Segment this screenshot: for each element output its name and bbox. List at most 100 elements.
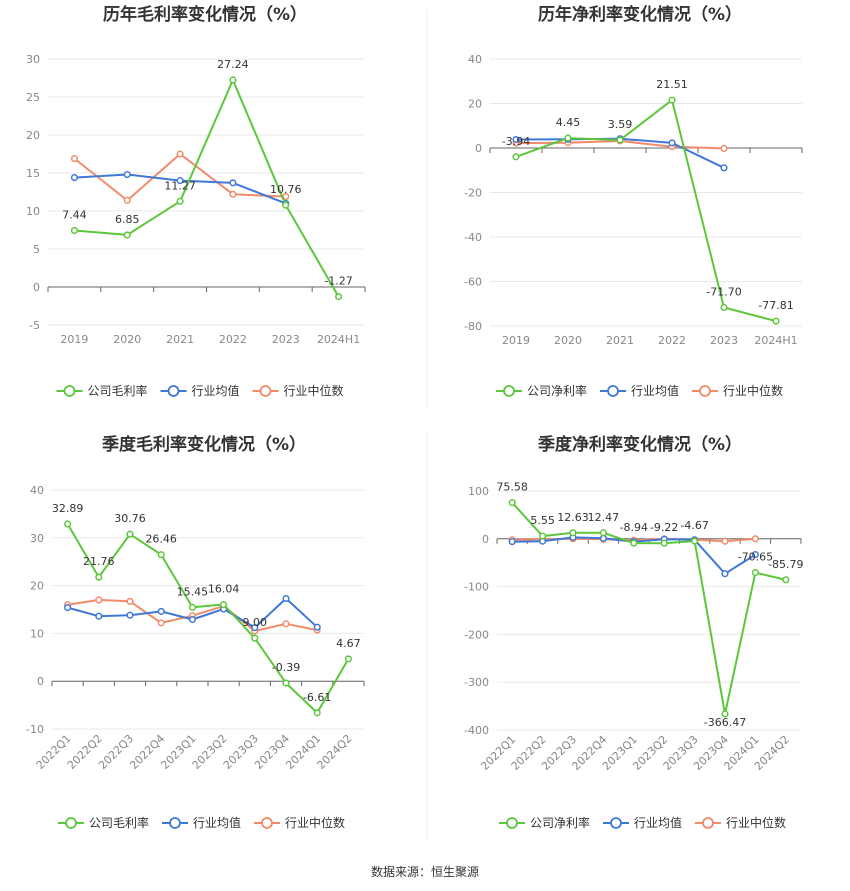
legend-swatch-marker-company bbox=[63, 385, 76, 397]
y-tick-label: 5 bbox=[33, 243, 40, 256]
data-point-avg bbox=[720, 164, 728, 172]
legend-label-company: 公司毛利率 bbox=[89, 815, 149, 830]
data-point-median bbox=[751, 535, 759, 543]
data-point-median bbox=[229, 190, 237, 198]
chart-panel-1: 历年毛利率变化情况（%） -5 0 5 10 15 20 25 30 2019 2020 2021 20… bbox=[26, 4, 366, 398]
chart-title: 历年毛利率变化情况（%） bbox=[103, 4, 307, 25]
data-point-company bbox=[95, 573, 103, 581]
y-tick-label: 40 bbox=[30, 484, 44, 497]
data-point-median bbox=[282, 620, 290, 628]
data-label: -3.94 bbox=[502, 135, 530, 148]
chart-title: 季度毛利率变化情况（%） bbox=[102, 434, 306, 455]
data-label: -9.22 bbox=[650, 521, 678, 534]
data-label: 9.00 bbox=[243, 616, 268, 629]
series-line-company bbox=[515, 99, 777, 323]
data-point-company bbox=[539, 532, 547, 540]
chart-panel-2: 历年净利率变化情况（%） -80 -60 -40 -20 0 20 40 2019 2020 202… bbox=[464, 4, 803, 398]
y-tick-label: 25 bbox=[26, 91, 40, 104]
data-point-company bbox=[720, 303, 728, 312]
legend-label-company: 公司净利率 bbox=[527, 383, 587, 398]
y-tick-label: -20 bbox=[464, 187, 482, 200]
legend-swatch-marker-avg bbox=[610, 817, 622, 829]
x-tick-label: 2022 bbox=[219, 333, 247, 346]
y-tick-label: 10 bbox=[30, 627, 44, 640]
series-line-company bbox=[511, 502, 787, 715]
data-point-avg bbox=[313, 623, 321, 631]
legend-label-median: 行业中位数 bbox=[285, 815, 345, 830]
legend-label-company: 公司毛利率 bbox=[88, 383, 148, 398]
x-tick-label: 2021 bbox=[166, 333, 194, 346]
data-point-median bbox=[70, 155, 78, 163]
data-point-company bbox=[282, 679, 290, 687]
data-label: 7.44 bbox=[62, 208, 87, 221]
data-point-company bbox=[123, 231, 131, 239]
y-tick-label: -400 bbox=[464, 724, 489, 737]
y-tick-label: 10 bbox=[26, 205, 40, 218]
data-label: -4.67 bbox=[680, 519, 708, 532]
data-label: 4.67 bbox=[336, 637, 361, 650]
data-label: -6.61 bbox=[303, 691, 331, 704]
x-tick-label: 2024H1 bbox=[754, 334, 797, 347]
chart-title: 历年净利率变化情况（%） bbox=[538, 4, 742, 25]
data-label: 10.76 bbox=[270, 183, 302, 196]
data-point-avg bbox=[282, 594, 290, 603]
data-point-company bbox=[126, 530, 134, 538]
data-point-median bbox=[157, 619, 165, 627]
x-tick-label: 2024H1 bbox=[317, 333, 360, 346]
series-line-company bbox=[74, 79, 340, 298]
data-point-company bbox=[64, 520, 72, 528]
data-point-company bbox=[176, 197, 184, 205]
data-label: 21.51 bbox=[656, 78, 688, 91]
data-label: -8.94 bbox=[620, 521, 648, 534]
data-label: 11.27 bbox=[164, 179, 196, 192]
data-point-company bbox=[616, 136, 624, 144]
data-point-avg bbox=[188, 615, 196, 624]
legend-swatch-marker-company bbox=[506, 817, 518, 829]
legend-label-median: 行业中位数 bbox=[723, 383, 783, 398]
data-point-company bbox=[721, 710, 729, 718]
legend-swatch-marker-company bbox=[65, 817, 77, 829]
legend-label-avg: 行业均值 bbox=[634, 815, 682, 830]
data-label: -1.27 bbox=[324, 275, 352, 288]
data-point-company bbox=[220, 600, 228, 609]
data-point-median bbox=[721, 537, 729, 545]
data-point-avg bbox=[157, 607, 165, 615]
data-label: 27.24 bbox=[217, 58, 249, 71]
data-point-avg bbox=[512, 135, 520, 144]
legend-swatch-marker-avg bbox=[607, 385, 619, 397]
data-point-avg bbox=[176, 177, 184, 185]
data-label: -366.47 bbox=[704, 716, 746, 729]
data-point-company bbox=[630, 539, 638, 547]
legend-label-avg: 行业均值 bbox=[631, 383, 679, 398]
data-point-company bbox=[157, 551, 165, 559]
data-source-text: 数据来源：恒生聚源 bbox=[371, 864, 479, 879]
data-point-median bbox=[720, 144, 728, 152]
data-point-company bbox=[508, 499, 516, 507]
legend-swatch-marker-company bbox=[503, 385, 515, 397]
y-tick-label: -40 bbox=[464, 231, 482, 244]
data-point-company bbox=[751, 569, 759, 577]
data-point-company bbox=[569, 529, 577, 537]
data-point-company bbox=[282, 201, 290, 209]
data-label: -0.39 bbox=[272, 661, 300, 674]
data-label: 32.89 bbox=[52, 502, 84, 515]
data-point-avg bbox=[123, 170, 131, 179]
data-point-avg bbox=[70, 174, 78, 182]
data-point-company bbox=[599, 529, 607, 537]
x-tick-label: 2019 bbox=[60, 333, 88, 346]
data-point-avg bbox=[721, 570, 729, 578]
data-point-median bbox=[176, 150, 184, 158]
data-label: 16.04 bbox=[208, 583, 240, 596]
data-label: -85.79 bbox=[768, 558, 803, 571]
data-label: 12.63 bbox=[557, 511, 589, 524]
data-point-median bbox=[123, 196, 131, 204]
y-tick-label: 0 bbox=[482, 533, 489, 546]
data-label: 4.45 bbox=[556, 116, 581, 129]
y-tick-label: 30 bbox=[30, 532, 44, 545]
data-point-company bbox=[782, 576, 790, 584]
legend-label-avg: 行业均值 bbox=[192, 383, 240, 398]
y-tick-label: 0 bbox=[37, 675, 44, 688]
y-tick-label: -300 bbox=[464, 676, 489, 689]
data-label: -70.65 bbox=[738, 551, 773, 564]
data-label: 5.55 bbox=[530, 514, 555, 527]
